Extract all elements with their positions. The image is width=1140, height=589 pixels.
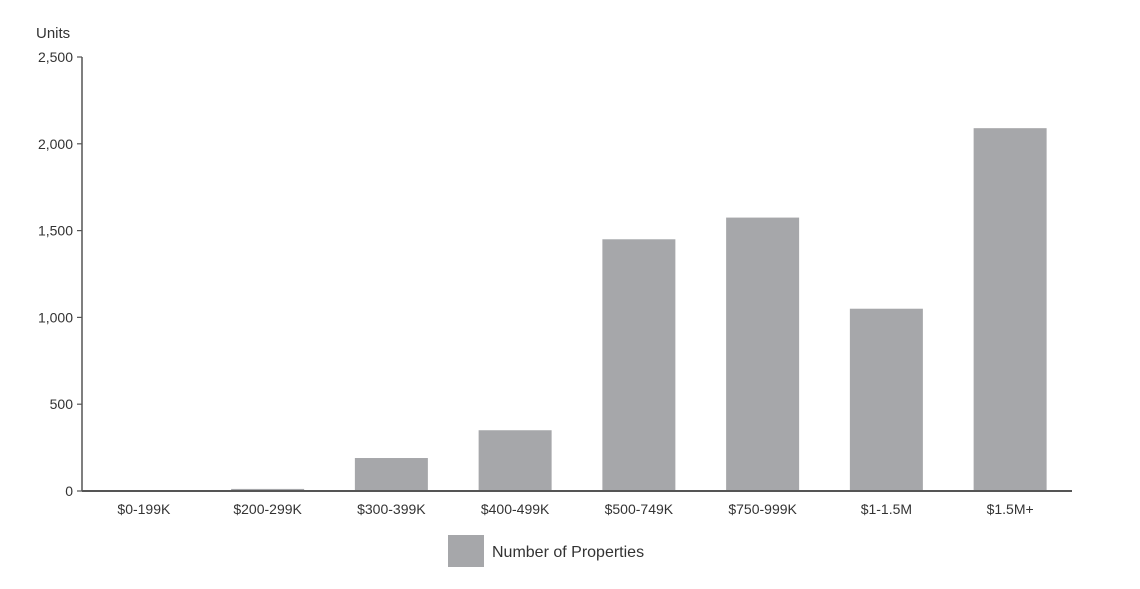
bar [478,430,552,491]
legend-label: Number of Properties [492,544,644,561]
x-tick-label: $200-299K [233,501,302,517]
y-axis-title: Units [36,25,70,42]
legend: Number of Properties [448,535,644,567]
x-tick-label: $0-199K [117,501,171,517]
y-tick-label: 1,500 [38,223,73,239]
bar [726,217,800,491]
x-axis: $0-199K $200-299K $300-399K $400-499K $500-7… [82,490,1072,517]
bar [602,239,676,491]
y-tick-label: 500 [50,396,74,412]
x-tick-label: $500-749K [605,501,674,517]
bar [354,458,428,491]
y-tick-label: 0 [65,483,73,499]
bar [973,128,1047,491]
y-tick-label: 1,000 [38,309,73,325]
x-tick-label: $300-399K [357,501,426,517]
y-tick-label: 2,500 [38,49,73,65]
x-tick-label: $1.5M+ [987,501,1034,517]
bar [849,308,923,491]
x-tick-label: $400-499K [481,501,550,517]
bar [231,488,305,491]
x-tick-label: $1-1.5M [861,501,912,517]
legend-swatch [448,535,484,567]
x-tick-label: $750-999K [728,501,797,517]
y-axis: 0 500 1,000 1,500 2,000 2,500 [38,49,83,499]
bar-series [107,128,1047,491]
y-tick-label: 2,000 [38,136,73,152]
